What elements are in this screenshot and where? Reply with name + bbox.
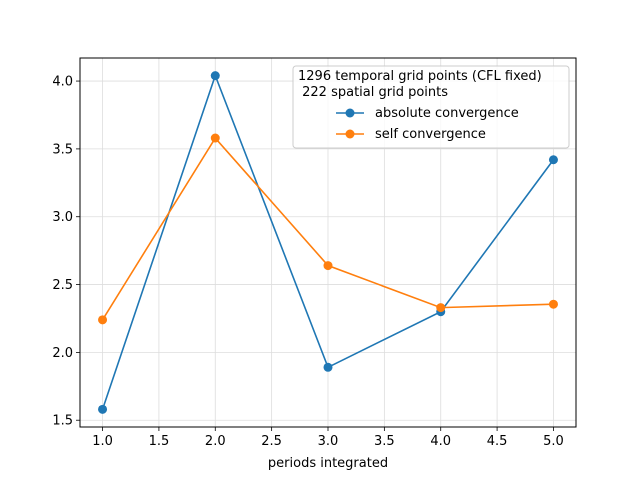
y-tick-label: 3.5 [52,142,73,157]
x-tick-label: 3.5 [374,434,395,449]
axis-ticks: 1.0 1.5 2.0 2.5 3.0 3.5 4.0 4.5 5.0 1.5 2.0 2.5 3.0 3… [52,75,563,449]
x-tick-label: 1.5 [149,434,170,449]
x-tick-label: 4.5 [487,434,508,449]
data-point-absolute-convergence [210,71,220,81]
data-point-self-convergence [436,303,446,313]
data-point-absolute-convergence [323,362,333,372]
legend-label-absolute: absolute convergence [375,106,519,121]
x-tick-label: 4.0 [430,434,451,449]
y-tick-label: 2.5 [52,278,73,293]
legend: 1296 temporal grid points (CFL fixed) 22… [292,65,570,149]
x-tick-label: 2.5 [261,434,282,449]
data-point-self-convergence [548,299,558,309]
legend-marker-self [345,129,355,139]
x-tick-label: 1.0 [92,434,113,449]
data-point-absolute-convergence [548,155,558,165]
y-tick-label: 4.0 [52,75,73,90]
legend-entry-self: self convergence [336,127,486,142]
y-tick-label: 2.0 [52,346,73,361]
x-tick-label: 3.0 [318,434,339,449]
x-axis-label: periods integrated [268,456,388,471]
data-point-self-convergence [98,315,108,325]
y-tick-label: 1.5 [52,414,73,429]
legend-title-line-1: 1296 temporal grid points (CFL fixed) [298,69,542,84]
legend-title-line-2: 222 spatial grid points [298,85,448,100]
legend-entry-absolute: absolute convergence [336,106,519,121]
legend-label-self: self convergence [375,127,486,142]
data-point-self-convergence [210,133,220,143]
data-point-absolute-convergence [98,404,108,414]
series-self-convergence [98,133,558,325]
y-tick-label: 3.0 [52,210,73,225]
data-point-self-convergence [323,261,333,271]
legend-marker-absolute [345,108,355,118]
x-tick-label: 5.0 [543,434,564,449]
x-tick-label: 2.0 [205,434,226,449]
series-layer [98,71,558,414]
legend-box [292,65,570,149]
